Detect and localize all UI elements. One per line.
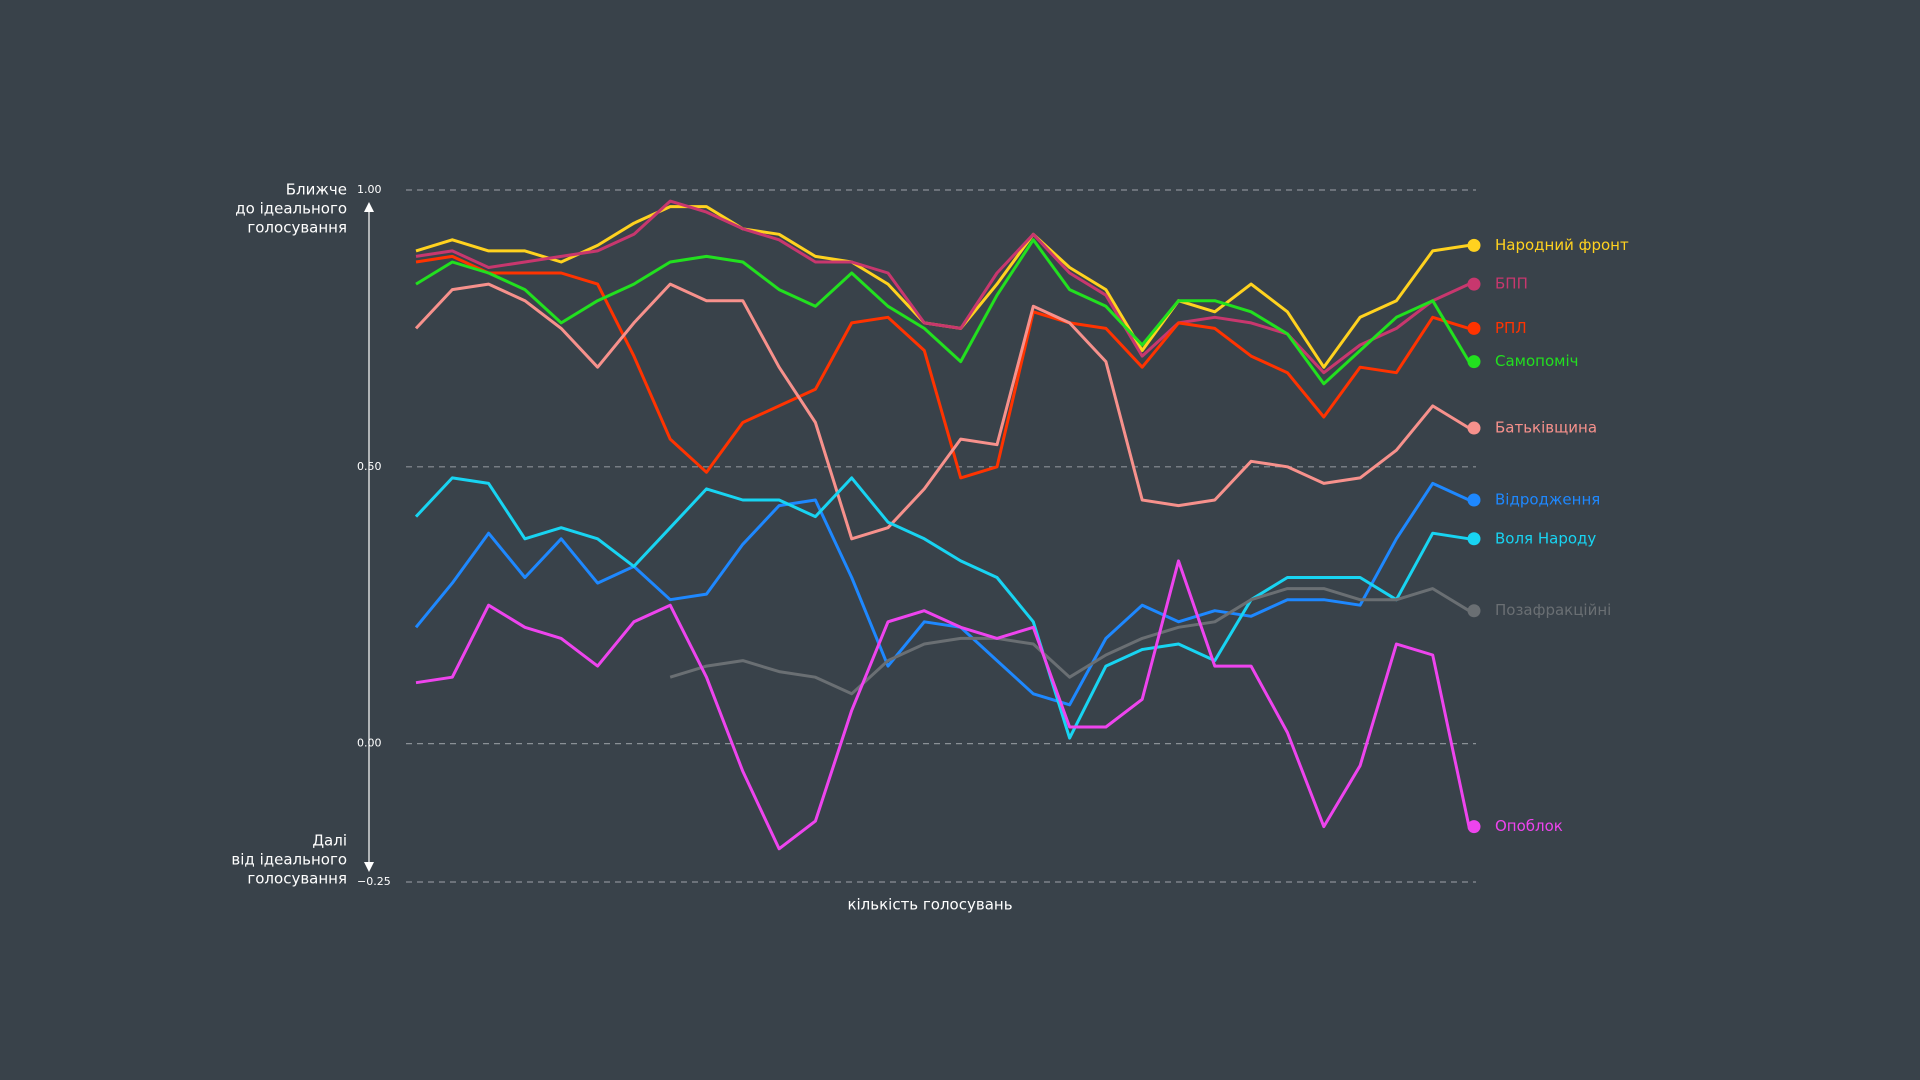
series-line	[414, 476, 1470, 740]
legend-label: Воля Народу	[1495, 529, 1596, 547]
y-tick-label: 0.00	[357, 737, 382, 750]
y-axis-label-top: Ближче	[286, 181, 347, 199]
y-tick-label: 0.50	[357, 460, 382, 473]
end-dot	[1467, 238, 1481, 252]
series-line	[415, 559, 1471, 851]
end-dot	[1467, 604, 1481, 618]
legend-label: РПЛ	[1495, 319, 1527, 337]
end-dot	[1467, 355, 1481, 369]
series-line	[669, 587, 1470, 696]
series-line	[415, 254, 1470, 480]
legend-label: Народний фронт	[1495, 236, 1629, 254]
arrow-head-up	[364, 202, 374, 212]
y-axis-label-bottom: Далі	[312, 832, 347, 850]
end-dot	[1467, 321, 1481, 335]
y-axis-label-bottom: від ідеального	[231, 851, 347, 869]
legend-label: БПП	[1495, 275, 1528, 293]
arrow-head-down	[364, 862, 374, 872]
legend-label: Позафракційні	[1495, 601, 1611, 619]
series-line	[415, 238, 1471, 386]
legend-label: Самопоміч	[1495, 352, 1579, 370]
y-tick-label: −0.25	[357, 875, 391, 888]
legend-label: Відродження	[1495, 491, 1600, 509]
end-dot	[1467, 421, 1481, 435]
end-dot	[1467, 493, 1481, 507]
legend-label: Батьківщина	[1495, 419, 1597, 437]
y-tick-label: 1.00	[357, 183, 382, 196]
x-axis-label: кількість голосувань	[847, 896, 1012, 914]
end-dot	[1467, 277, 1481, 291]
end-dot	[1467, 820, 1481, 834]
y-axis-label-bottom: голосування	[247, 870, 347, 888]
series-line	[414, 282, 1470, 541]
legend-label: Опоблок	[1495, 817, 1563, 835]
y-axis-label-top: голосування	[247, 219, 347, 237]
end-dot	[1467, 532, 1481, 546]
series-line	[414, 481, 1470, 707]
y-axis-label-top: до ідеального	[235, 200, 347, 218]
